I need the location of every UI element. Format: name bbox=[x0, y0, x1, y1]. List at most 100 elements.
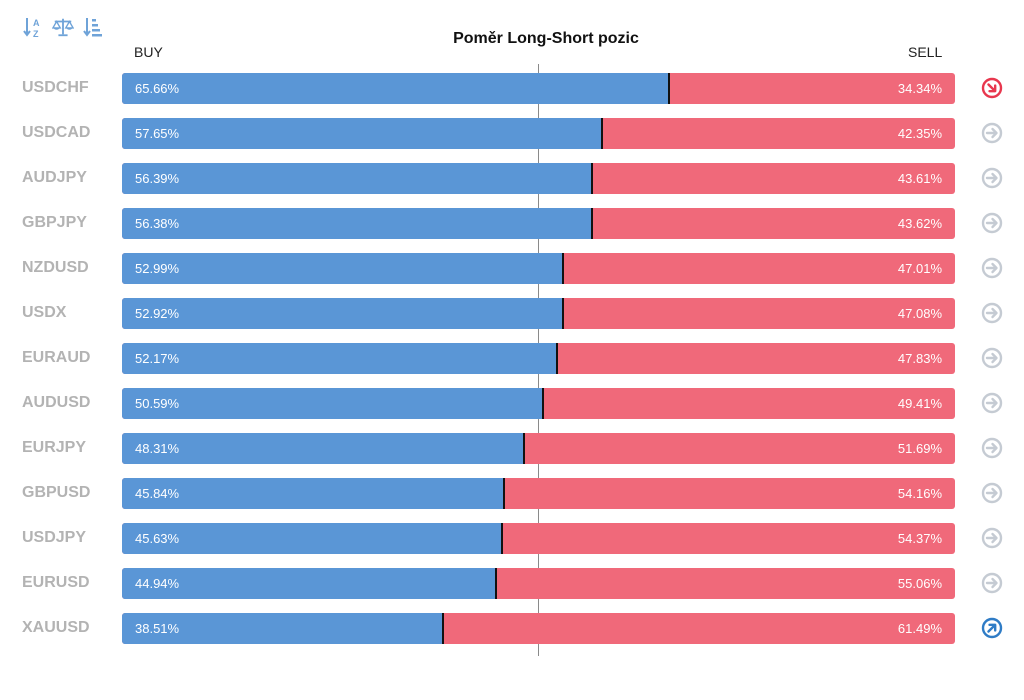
ratio-bar[interactable]: 45.63% 54.37% bbox=[122, 523, 955, 554]
sell-percent-label: 43.61% bbox=[897, 171, 942, 186]
pair-name[interactable]: EURAUD bbox=[22, 349, 91, 366]
ratio-bar[interactable]: 65.66% 34.34% bbox=[122, 73, 955, 104]
toolbar: A Z bbox=[22, 14, 104, 40]
ratio-marker bbox=[502, 478, 505, 509]
ratio-marker bbox=[542, 388, 545, 419]
arrow-right-signal-icon[interactable] bbox=[981, 302, 1003, 324]
pair-name[interactable]: USDCAD bbox=[22, 124, 91, 141]
buy-segment bbox=[122, 208, 592, 239]
sell-segment bbox=[443, 613, 955, 644]
svg-text:A: A bbox=[33, 18, 40, 28]
pair-row: AUDJPY 56.39% 43.61% bbox=[0, 163, 1024, 194]
pair-row: USDCHF 65.66% 34.34% bbox=[0, 73, 1024, 104]
sell-segment bbox=[524, 433, 955, 464]
buy-percent-label: 52.99% bbox=[135, 261, 180, 276]
buy-segment bbox=[122, 253, 564, 284]
ratio-bar[interactable]: 57.65% 42.35% bbox=[122, 118, 955, 149]
pair-row: XAUUSD 38.51% 61.49% bbox=[0, 613, 1024, 644]
ratio-marker bbox=[561, 298, 564, 329]
arrow-right-signal-icon[interactable] bbox=[981, 527, 1003, 549]
buy-column-label: BUY bbox=[134, 44, 163, 60]
pair-name[interactable]: USDCHF bbox=[22, 79, 89, 96]
ratio-bar[interactable]: 48.31% 51.69% bbox=[122, 433, 955, 464]
ratio-bar[interactable]: 45.84% 54.16% bbox=[122, 478, 955, 509]
arrow-right-signal-icon[interactable] bbox=[981, 482, 1003, 504]
pair-row: EURJPY 48.31% 51.69% bbox=[0, 433, 1024, 464]
buy-segment bbox=[122, 613, 443, 644]
sell-percent-label: 55.06% bbox=[897, 576, 942, 591]
arrow-right-signal-icon[interactable] bbox=[981, 347, 1003, 369]
sell-percent-label: 49.41% bbox=[897, 396, 942, 411]
pair-row: USDJPY 45.63% 54.37% bbox=[0, 523, 1024, 554]
pair-row: USDX 52.92% 47.08% bbox=[0, 298, 1024, 329]
ratio-bar[interactable]: 52.17% 47.83% bbox=[122, 343, 955, 374]
pair-name[interactable]: EURUSD bbox=[22, 574, 90, 591]
buy-percent-label: 38.51% bbox=[135, 621, 180, 636]
pair-name[interactable]: AUDJPY bbox=[22, 169, 87, 186]
pair-name[interactable]: USDX bbox=[22, 304, 67, 321]
buy-segment bbox=[122, 388, 544, 419]
buy-segment bbox=[122, 118, 603, 149]
pair-name[interactable]: AUDUSD bbox=[22, 394, 91, 411]
ratio-bar[interactable]: 56.38% 43.62% bbox=[122, 208, 955, 239]
sell-percent-label: 54.37% bbox=[897, 531, 942, 546]
sell-segment bbox=[563, 298, 955, 329]
buy-segment bbox=[122, 73, 669, 104]
pair-row: EURAUD 52.17% 47.83% bbox=[0, 343, 1024, 374]
pair-name[interactable]: EURJPY bbox=[22, 439, 87, 456]
buy-percent-label: 57.65% bbox=[135, 126, 180, 141]
arrow-up-right-signal-icon[interactable] bbox=[981, 617, 1003, 639]
sell-segment bbox=[496, 568, 955, 599]
sell-segment bbox=[504, 478, 955, 509]
buy-segment bbox=[122, 298, 563, 329]
sort-amount-icon[interactable] bbox=[82, 14, 104, 40]
svg-text:Z: Z bbox=[33, 29, 39, 39]
buy-percent-label: 56.39% bbox=[135, 171, 180, 186]
sell-segment bbox=[543, 388, 955, 419]
ratio-marker bbox=[601, 118, 604, 149]
balance-scale-icon[interactable] bbox=[52, 14, 74, 40]
arrow-right-signal-icon[interactable] bbox=[981, 212, 1003, 234]
sell-percent-label: 47.83% bbox=[897, 351, 942, 366]
ratio-marker bbox=[562, 253, 565, 284]
ratio-bar[interactable]: 52.99% 47.01% bbox=[122, 253, 955, 284]
pair-row: USDCAD 57.65% 42.35% bbox=[0, 118, 1024, 149]
pair-name[interactable]: GBPJPY bbox=[22, 214, 87, 231]
arrow-right-signal-icon[interactable] bbox=[981, 122, 1003, 144]
pair-name[interactable]: GBPUSD bbox=[22, 484, 91, 501]
ratio-bar[interactable]: 52.92% 47.08% bbox=[122, 298, 955, 329]
chart-title: Poměr Long-Short pozic bbox=[453, 30, 639, 47]
arrow-right-signal-icon[interactable] bbox=[981, 167, 1003, 189]
sell-segment bbox=[557, 343, 955, 374]
ratio-marker bbox=[667, 73, 670, 104]
buy-percent-label: 45.84% bbox=[135, 486, 180, 501]
pair-row: GBPJPY 56.38% 43.62% bbox=[0, 208, 1024, 239]
arrow-right-signal-icon[interactable] bbox=[981, 437, 1003, 459]
buy-segment bbox=[122, 523, 503, 554]
ratio-bar[interactable]: 44.94% 55.06% bbox=[122, 568, 955, 599]
sort-alpha-icon[interactable]: A Z bbox=[22, 14, 44, 40]
arrow-right-signal-icon[interactable] bbox=[981, 392, 1003, 414]
ratio-bar[interactable]: 38.51% 61.49% bbox=[122, 613, 955, 644]
sell-percent-label: 47.01% bbox=[897, 261, 942, 276]
ratio-bar[interactable]: 56.39% 43.61% bbox=[122, 163, 955, 194]
pair-name[interactable]: USDJPY bbox=[22, 529, 87, 546]
arrow-right-signal-icon[interactable] bbox=[981, 257, 1003, 279]
pair-row: EURUSD 44.94% 55.06% bbox=[0, 568, 1024, 599]
sell-percent-label: 54.16% bbox=[897, 486, 942, 501]
arrow-down-right-signal-icon[interactable] bbox=[981, 77, 1003, 99]
sell-percent-label: 43.62% bbox=[897, 216, 942, 231]
pair-name[interactable]: XAUUSD bbox=[22, 619, 90, 636]
buy-percent-label: 45.63% bbox=[135, 531, 180, 546]
pair-name[interactable]: NZDUSD bbox=[22, 259, 89, 276]
buy-percent-label: 52.92% bbox=[135, 306, 180, 321]
sell-percent-label: 34.34% bbox=[897, 81, 942, 96]
buy-percent-label: 48.31% bbox=[135, 441, 180, 456]
ratio-bar[interactable]: 50.59% 49.41% bbox=[122, 388, 955, 419]
buy-segment bbox=[122, 478, 504, 509]
ratio-marker bbox=[555, 343, 558, 374]
sell-column-label: SELL bbox=[908, 44, 943, 60]
sell-segment bbox=[563, 253, 955, 284]
buy-percent-label: 50.59% bbox=[135, 396, 180, 411]
arrow-right-signal-icon[interactable] bbox=[981, 572, 1003, 594]
